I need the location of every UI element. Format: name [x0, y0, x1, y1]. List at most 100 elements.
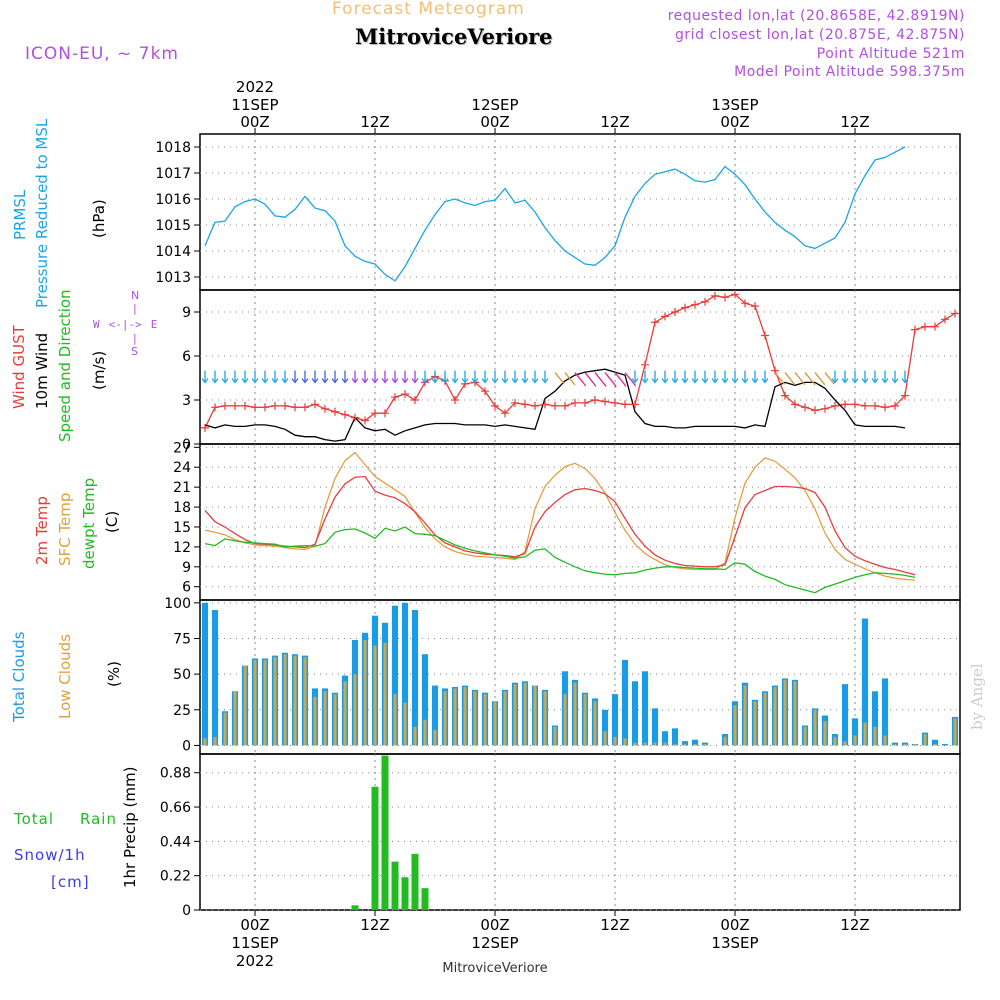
- low-cloud-bar: [513, 684, 517, 746]
- panel-frame-0: [199, 133, 961, 291]
- wind-arrow-head: [341, 378, 349, 384]
- top-day-label-0: 11SEP: [231, 96, 278, 114]
- low-cloud-bar: [273, 657, 277, 746]
- low-cloud-bar: [553, 726, 557, 746]
- rain-bar: [421, 888, 429, 910]
- rain-bar: [351, 905, 359, 910]
- total-cloud-bar: [631, 681, 639, 746]
- ytick-label-1-0: 0: [182, 437, 191, 453]
- gust-marker: [881, 403, 889, 412]
- low-cloud-bar: [873, 726, 877, 746]
- ytick-label-4-3: 0.66: [160, 800, 191, 816]
- low-cloud-bar: [583, 694, 587, 746]
- gust-marker: [671, 308, 679, 316]
- gust-marker: [891, 401, 899, 410]
- low-cloud-bar: [233, 691, 237, 746]
- gust-marker: [561, 401, 569, 410]
- low-cloud-bar: [823, 721, 827, 746]
- rain-bar: [401, 877, 409, 910]
- low-cloud-bar: [493, 701, 497, 746]
- ytick-label-3-3: 75: [173, 632, 191, 648]
- top-hour-label-5: 12Z: [840, 113, 869, 131]
- wind-arrow-head: [391, 378, 399, 384]
- top-hour-label-4: 00Z: [720, 113, 749, 131]
- precip-snow-unit: [cm]: [51, 873, 90, 891]
- gust-marker: [451, 396, 459, 404]
- gust-marker: [831, 401, 839, 410]
- temp-2m-line: [204, 475, 916, 576]
- gust-marker: [601, 397, 609, 406]
- gust-marker: [631, 400, 639, 409]
- top-hour-label-2: 00Z: [480, 113, 509, 131]
- total-cloud-bar: [401, 602, 409, 746]
- top-hour-label-0: 00Z: [240, 113, 269, 131]
- gust-marker: [721, 293, 729, 302]
- ytick-label-0-2: 1015: [155, 218, 191, 234]
- ytick-label-2-2: 12: [173, 540, 191, 556]
- station-title: MitroviceVeriore: [355, 24, 553, 49]
- bottom-year-label: 2022: [236, 952, 274, 970]
- wind-arrow-head: [881, 378, 889, 384]
- wind-arrow-head: [511, 378, 519, 384]
- low-cloud-bar: [693, 744, 697, 746]
- gust-marker: [291, 403, 299, 412]
- precip-total-label: Total: [14, 810, 55, 828]
- total-cloud-bar: [421, 654, 429, 746]
- compass-n: N: [131, 289, 140, 302]
- gust-marker: [571, 398, 579, 407]
- gust-marker: [341, 410, 349, 419]
- wind-arrow-head: [401, 378, 409, 384]
- gust-marker: [521, 400, 529, 409]
- wind-arrow-head: [251, 378, 259, 384]
- low-cloud-bar: [393, 694, 397, 746]
- total-cloud-bar: [941, 744, 949, 746]
- total-cloud-bar: [621, 659, 629, 746]
- gust-marker: [781, 391, 789, 400]
- gust-marker: [511, 398, 519, 407]
- wind-arrow-head: [351, 378, 359, 384]
- wind-arrow-head: [411, 378, 419, 384]
- bottom-hour-label-4: 00Z: [720, 916, 749, 934]
- wind-arrow-head: [311, 378, 319, 384]
- wind-arrow-head: [451, 378, 459, 384]
- low-cloud-bar: [453, 688, 457, 746]
- low-cloud-bar: [223, 712, 227, 746]
- ytick-label-1-1: 3: [182, 393, 191, 409]
- low-cloud-bar: [313, 696, 317, 746]
- total-cloud-bar: [851, 718, 859, 746]
- gust-marker: [861, 401, 869, 410]
- low-cloud-bar: [903, 744, 907, 746]
- wind-arrow-head: [261, 378, 269, 384]
- gust-marker: [581, 398, 589, 407]
- bottom-hour-label-3: 12Z: [600, 916, 629, 934]
- low-cloud-bar: [503, 691, 507, 746]
- wind-arrow-head: [381, 378, 389, 384]
- wind-arrow-head: [211, 378, 219, 384]
- ytick-label-3-0: 0: [182, 738, 191, 754]
- low-cloud-bar: [853, 735, 857, 746]
- point-altitude: Point Altitude 521m: [816, 46, 965, 62]
- gust-marker: [611, 398, 619, 407]
- low-cloud-bar: [833, 736, 837, 746]
- requested-coords: requested lon,lat (20.8658E, 42.8919N): [667, 8, 965, 24]
- gust-marker: [901, 391, 909, 400]
- low-cloud-bar: [653, 742, 657, 746]
- wind-arrow: [774, 372, 785, 385]
- compass-w: W: [93, 318, 100, 331]
- rain-bar: [411, 853, 419, 910]
- wind-arrow-head: [481, 378, 489, 384]
- low-cloud-bar: [283, 654, 287, 746]
- low-cloud-bar: [923, 734, 927, 746]
- wind-arrow-head: [861, 378, 869, 384]
- bottom-day-label-2: 13SEP: [711, 934, 758, 952]
- total-cloud-bar: [651, 708, 659, 746]
- low-cloud-bar: [843, 741, 847, 746]
- low-cloud-bar: [303, 657, 307, 746]
- sfc-temp-line: [204, 451, 916, 581]
- wind-arrow-head: [711, 378, 719, 384]
- gust-marker: [501, 409, 509, 418]
- low-cloud-bar: [353, 674, 357, 746]
- gust-marker: [801, 403, 809, 412]
- ytick-label-2-4: 18: [173, 500, 191, 516]
- wind-arrow-head: [761, 378, 769, 384]
